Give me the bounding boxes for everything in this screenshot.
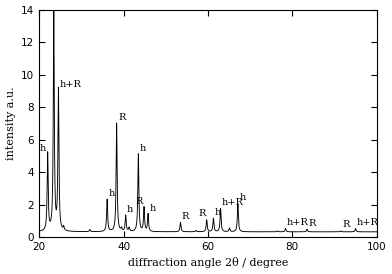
Text: R: R: [308, 219, 316, 228]
Text: h: h: [40, 144, 46, 153]
Text: h: h: [140, 144, 146, 153]
Text: h+R: h+R: [357, 218, 379, 227]
Text: h: h: [127, 205, 133, 214]
Text: R: R: [198, 209, 205, 218]
Text: R: R: [342, 220, 349, 229]
Text: R: R: [118, 113, 125, 122]
Text: h+R: h+R: [287, 218, 309, 227]
Text: h+R: h+R: [222, 198, 244, 207]
Text: h: h: [149, 204, 156, 213]
Text: R: R: [182, 212, 189, 221]
Text: h: h: [215, 208, 221, 217]
Text: h+R: h+R: [60, 80, 82, 89]
Text: h: h: [240, 193, 246, 202]
X-axis label: diffraction angle 2θ / degree: diffraction angle 2θ / degree: [128, 258, 288, 269]
Text: h: h: [109, 189, 114, 198]
Y-axis label: intensity a.u.: intensity a.u.: [5, 87, 16, 160]
Text: R: R: [135, 197, 143, 206]
